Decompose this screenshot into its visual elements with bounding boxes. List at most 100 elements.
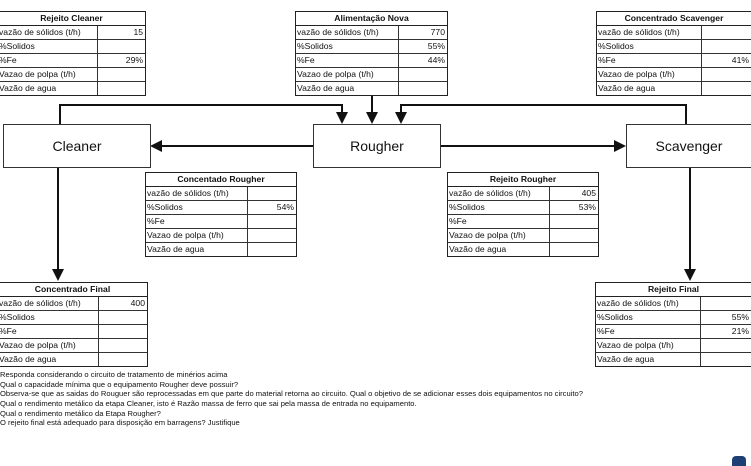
table-row: %Solidos 54% [146,201,296,215]
row-label: %Fe [596,325,702,338]
row-value: 15 [133,27,143,37]
arrow-cleaner-to-rougher [59,104,348,124]
table-row: %Fe 21% [596,325,751,339]
question-5: O rejeito final está adequado para dispo… [0,418,240,427]
row-value [98,82,145,95]
row-label: %Solidos [0,40,98,53]
row-label: %Solidos [146,201,248,214]
row-label: vazão de sólidos (t/h) [0,297,100,310]
scavenger-unit: Scavenger [626,124,751,168]
row-value [99,325,147,338]
table-row: Vazao de polpa (t/h) [296,68,447,82]
table-title: Concentado Rougher [146,173,296,187]
table-row: Vazão de agua [596,353,751,366]
table-title: Concentrado Final [0,283,147,297]
row-value: 54% [276,202,294,212]
table-concentrado-scavenger: Concentrado Scavenger vazão de sólidos (t… [596,11,751,96]
table-row: Vazao de polpa (t/h) [146,229,296,243]
table-row: Vazao de polpa (t/h) [448,229,598,243]
table-row: vazão de sólidos (t/h) 400 [0,297,147,311]
row-label: vazão de sólidos (t/h) [146,187,248,200]
row-value: 53% [578,202,596,212]
table-row: vazão de sólidos (t/h) 770 [296,26,447,40]
row-value [550,215,598,228]
row-label: vazão de sólidos (t/h) [448,187,550,200]
row-label: %Solidos [296,40,399,53]
table-concentrado-rougher: Concentado Rougher vazão de sólidos (t/h)… [145,172,297,257]
row-value: 55% [427,41,445,51]
table-row: %Fe [146,215,296,229]
row-value: 41% [731,55,749,65]
table-row: vazão de sólidos (t/h) 405 [448,187,598,201]
table-row: vazão de sólidos (t/h) [146,187,296,201]
question-3: Qual o rendimento metálico da etapa Clea… [0,399,417,408]
row-value: 21% [731,326,749,336]
table-row: vazão de sólidos (t/h) 15 [0,26,145,40]
row-value: 55% [731,312,749,322]
row-label: Vazao de polpa (t/h) [596,339,702,352]
logo-icon [732,456,746,466]
row-label: Vazao de polpa (t/h) [0,339,100,352]
row-label: Vazao de polpa (t/h) [597,68,702,81]
row-value [99,339,147,352]
table-row: Vazao de polpa (t/h) [597,68,751,82]
row-value [248,215,296,228]
row-label: %Fe [448,215,550,228]
row-value: 405 [581,188,596,198]
row-label: %Fe [0,54,98,67]
row-value [99,353,147,366]
table-row: %Solidos 55% [296,40,447,54]
table-title: Concentrado Scavenger [597,12,751,26]
row-value [248,187,296,200]
table-row: vazão de sólidos (t/h) [597,26,751,40]
row-value: 400 [130,298,145,308]
row-value [702,40,751,53]
row-value [399,82,447,95]
question-4: Qual o rendimento metálico da Etapa Roug… [0,409,161,418]
table-row: %Solidos [0,40,145,54]
table-row: %Solidos [597,40,751,54]
row-label: %Solidos [597,40,702,53]
row-label: Vazao de polpa (t/h) [296,68,399,81]
table-title: Alimentação Nova [296,12,447,26]
row-value: 770 [430,27,445,37]
row-value [248,229,296,242]
table-concentrado-final: Concentrado Final vazão de sólidos (t/h) 4… [0,282,148,367]
cleaner-label: Cleaner [52,138,102,154]
row-value [702,82,751,95]
row-label: %Fe [0,325,100,338]
table-row: Vazão de agua [0,82,145,95]
row-label: %Solidos [448,201,550,214]
arrow-scavenger-to-rougher [395,104,687,124]
table-row: %Solidos 55% [596,311,751,325]
table-rejeito-cleaner: Rejeito Cleaner vazão de sólidos (t/h) 15%… [0,11,146,96]
question-1: Qual o capacidade mínima que o equipamen… [0,380,239,389]
row-value [701,353,751,366]
question-intro: Responda considerando o circuito de trat… [0,370,228,379]
table-row: %Fe [448,215,598,229]
row-value [99,311,147,324]
table-title: Rejeito Cleaner [0,12,145,26]
row-label: vazão de sólidos (t/h) [296,26,399,39]
table-row: %Solidos [0,311,147,325]
row-value [701,339,751,352]
row-label: Vazao de polpa (t/h) [146,229,248,242]
row-label: Vazão de agua [0,82,98,95]
table-row: Vazão de agua [146,243,296,256]
row-label: Vazão de agua [0,353,100,366]
row-value [98,68,145,81]
row-value [701,297,751,310]
table-row: Vazão de agua [296,82,447,95]
scavenger-label: Scavenger [655,138,723,154]
cleaner-unit: Cleaner [3,124,151,168]
row-label: Vazão de agua [448,243,550,256]
row-value [702,68,751,81]
row-label: Vazão de agua [146,243,248,256]
table-row: %Fe 41% [597,54,751,68]
row-label: Vazão de agua [296,82,399,95]
table-rejeito-rougher: Rejeito Rougher vazão de sólidos (t/h) 405… [447,172,599,257]
table-row: Vazao de polpa (t/h) [596,339,751,353]
table-row: Vazão de agua [448,243,598,256]
row-label: vazão de sólidos (t/h) [596,297,702,310]
